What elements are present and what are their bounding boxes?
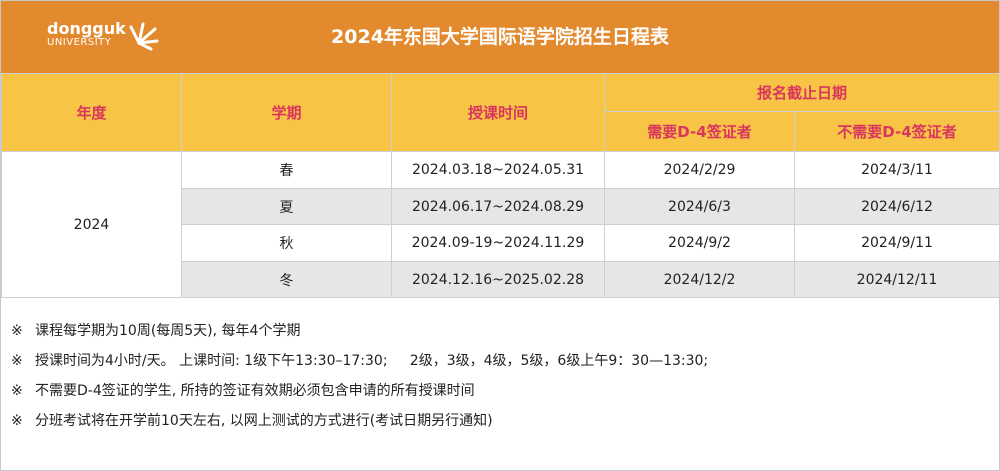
table-cell: 2024/3/11 [793,151,1000,189]
logo: dongguk UNIVERSITY [47,19,159,51]
column-header: 学期 [181,73,392,152]
table-cell: 春 [181,151,392,189]
column-header: 年度 [1,73,182,152]
note-marker: ※ [11,323,23,339]
note-text: 课程每学期为10周(每周5天), 每年4个学期 [35,323,301,339]
logo-icon [129,22,159,51]
table-cell: 2024.12.16~2025.02.28 [391,261,605,298]
table-row: 冬 2024.12.16~2025.02.28 2024/12/2 2024/12/1… [2,261,1000,298]
logo-text: dongguk [47,19,126,38]
table-row: 2024 春 2024.03.18~2024.05.31 2024/2/29 2024/… [1,151,1000,298]
note: ※ 授课时间为4小时/天。 上课时间: 1级下午13:30–17:30; 2级，3… [1,350,999,380]
header-bar: dongguk UNIVERSITY 2024年东国大学国际语学院招生日程表 [1,1,999,73]
note: ※ 课程每学期为10周(每周5天), 每年4个学期 [1,320,999,350]
table-cell: 夏 [181,188,392,225]
column-header: 授课时间 [391,73,605,152]
note-marker: ※ [11,413,23,429]
table-cell: 2024/9/11 [793,224,1000,262]
note: ※ 分班考试将在开学前10天左右, 以网上测试的方式进行(考试日期另行通知) [1,410,999,440]
table-cell: 2024/6/12 [793,188,1000,225]
note-text: 授课时间为4小时/天。 上课时间: 1级下午13:30–17:30; 2级，3级… [35,353,709,369]
table-cell: 2024/2/29 [604,151,795,189]
table-cell: 秋 [181,224,392,262]
year-cell: 2024 [1,151,182,298]
column-header: 不需要D-4签证者 [793,111,1000,152]
table-cell: 冬 [181,261,392,298]
note-text: 不需要D-4签证的学生, 所持的签证有效期必须包含申请的所有授课时间 [35,383,475,399]
notes: ※ 课程每学期为10周(每周5天), 每年4个学期 ※ 授课时间为4小时/天。 上课时… [1,297,999,440]
table-cell: 2024/12/2 [604,261,795,298]
logo-subtext: UNIVERSITY [47,37,112,48]
column-group-header: 报名截止日期 [603,73,1000,112]
table-cell: 2024.09-19~2024.11.29 [391,224,605,262]
table-cell: 2024.06.17~2024.08.29 [391,188,605,225]
table-row: 夏 2024.06.17~2024.08.29 2024/6/3 2024/6/12 [2,188,1000,225]
table-cell: 2024/9/2 [604,224,795,262]
table-cell: 2024.03.18~2024.05.31 [391,151,605,189]
note-marker: ※ [11,353,23,369]
note-text: 分班考试将在开学前10天左右, 以网上测试的方式进行(考试日期另行通知) [35,413,493,429]
schedule-table: 年度 学期 授课时间 报名截止日期 需要D-4签证者 不需要D-4签证者 202… [1,73,1000,298]
table-cell: 2024/6/3 [604,188,795,225]
page-title: 2024年东国大学国际语学院招生日程表 [331,26,669,48]
table-cell: 2024/12/11 [793,261,1000,298]
column-header: 需要D-4签证者 [604,111,795,152]
note: ※ 不需要D-4签证的学生, 所持的签证有效期必须包含申请的所有授课时间 [1,380,999,410]
note-marker: ※ [11,383,23,399]
table-row: 秋 2024.09-19~2024.11.29 2024/9/2 2024/9/11 [2,224,1000,262]
